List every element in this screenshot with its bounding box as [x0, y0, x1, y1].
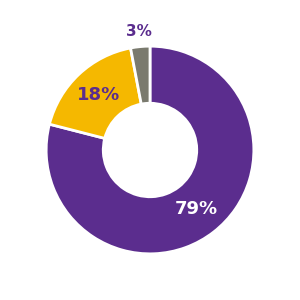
- Text: 18%: 18%: [77, 86, 120, 104]
- Wedge shape: [46, 46, 254, 254]
- Text: 79%: 79%: [174, 200, 218, 218]
- Text: 3%: 3%: [126, 24, 152, 39]
- Wedge shape: [50, 48, 141, 138]
- Wedge shape: [130, 46, 150, 104]
